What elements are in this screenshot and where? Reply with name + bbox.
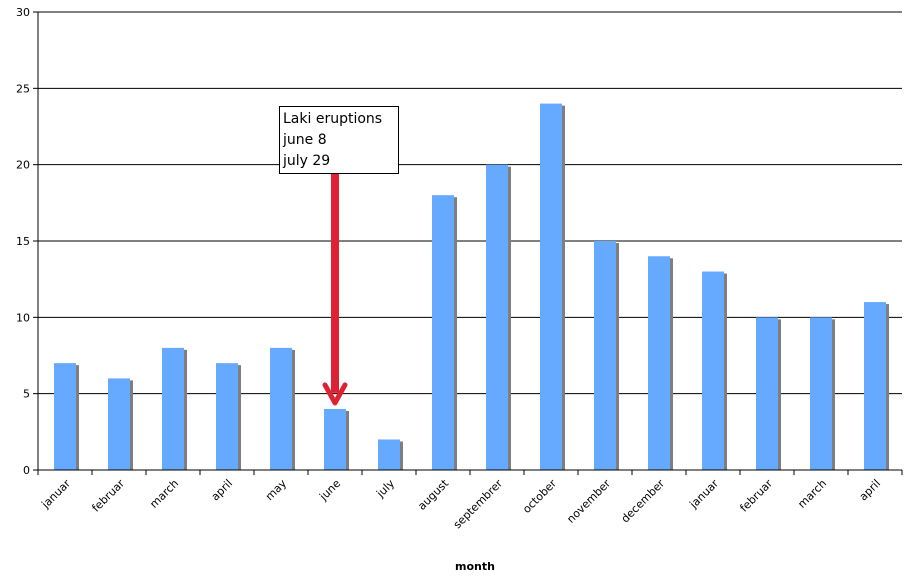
x-tick-label: januar xyxy=(686,477,721,512)
y-tick-label: 15 xyxy=(16,235,30,248)
x-axis-title: month xyxy=(455,560,495,573)
annotation-arrow xyxy=(322,172,348,406)
x-tick-label: june xyxy=(316,477,343,504)
y-axis-ticks: 0 5 10 15 20 25 30 xyxy=(16,6,38,477)
y-tick-label: 5 xyxy=(23,388,30,401)
x-tick-label: august xyxy=(415,476,451,512)
annotation-line-end: july 29 xyxy=(283,153,331,169)
bar-june xyxy=(324,408,346,470)
y-tick-label: 20 xyxy=(16,159,30,172)
x-tick-label: januar xyxy=(38,477,73,512)
x-tick-label: november xyxy=(564,477,613,526)
y-tick-label: 10 xyxy=(16,311,30,324)
bar-septembrer xyxy=(486,164,508,470)
x-tick-label: april xyxy=(857,477,883,503)
x-tick-label: februar xyxy=(737,477,775,515)
bar-december xyxy=(648,256,670,470)
bar-march xyxy=(810,317,832,470)
x-tick-label: may xyxy=(263,477,289,503)
bar-may xyxy=(270,347,292,470)
x-tick-label: april xyxy=(209,477,235,503)
bar-july xyxy=(378,439,400,470)
x-tick-label: march xyxy=(795,477,829,511)
y-tick-label: 0 xyxy=(23,464,30,477)
y-tick-label: 30 xyxy=(16,6,30,19)
bar-april xyxy=(864,302,886,470)
bar-februar xyxy=(108,378,130,470)
x-tick-label: october xyxy=(520,477,559,516)
x-tick-label: februar xyxy=(89,477,127,515)
bar-november xyxy=(594,241,616,470)
x-tick-label: december xyxy=(619,477,668,526)
bar-januar xyxy=(54,363,76,470)
bars xyxy=(54,103,889,470)
bar-april xyxy=(216,363,238,470)
arrow-head xyxy=(322,382,348,406)
x-tick-label: march xyxy=(147,477,181,511)
x-tick-label: septembrer xyxy=(451,477,506,532)
x-tick-label: july xyxy=(373,477,397,501)
y-tick-label: 25 xyxy=(16,82,30,95)
bar-march xyxy=(162,347,184,470)
bar-februar xyxy=(756,317,778,470)
annotation-line-start: june 8 xyxy=(283,132,327,148)
annotation-line-title: Laki eruptions xyxy=(283,111,383,127)
x-axis-ticks: januar februar march april may june july august… xyxy=(37,470,903,532)
bar-januar xyxy=(702,271,724,470)
bar-october xyxy=(540,103,562,470)
annotation-callout: Laki eruptions june 8 july 29 xyxy=(279,106,399,174)
bar-august xyxy=(432,195,454,470)
